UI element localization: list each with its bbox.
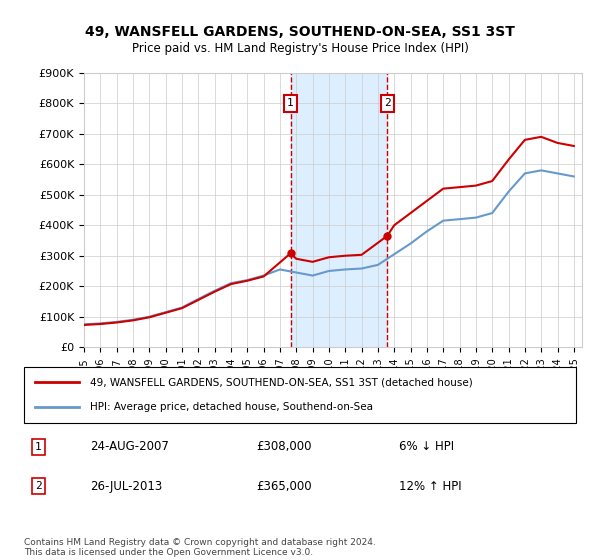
Text: 24-AUG-2007: 24-AUG-2007	[90, 440, 169, 454]
Text: 2: 2	[384, 99, 391, 108]
Text: 12% ↑ HPI: 12% ↑ HPI	[400, 479, 462, 493]
Text: 2: 2	[35, 481, 42, 491]
Text: 26-JUL-2013: 26-JUL-2013	[90, 479, 163, 493]
Text: 1: 1	[287, 99, 294, 108]
Text: £308,000: £308,000	[256, 440, 311, 454]
Bar	[290, 73, 387, 347]
Text: 6% ↓ HPI: 6% ↓ HPI	[400, 440, 454, 454]
Text: Contains HM Land Registry data © Crown copyright and database right 2024.
This d: Contains HM Land Registry data © Crown c…	[24, 538, 376, 557]
Text: £365,000: £365,000	[256, 479, 311, 493]
Text: 49, WANSFELL GARDENS, SOUTHEND-ON-SEA, SS1 3ST: 49, WANSFELL GARDENS, SOUTHEND-ON-SEA, S…	[85, 25, 515, 39]
Text: HPI: Average price, detached house, Southend-on-Sea: HPI: Average price, detached house, Sout…	[90, 402, 373, 412]
Text: 1: 1	[35, 442, 42, 452]
Text: 49, WANSFELL GARDENS, SOUTHEND-ON-SEA, SS1 3ST (detached house): 49, WANSFELL GARDENS, SOUTHEND-ON-SEA, S…	[90, 377, 473, 388]
FancyBboxPatch shape	[24, 367, 576, 423]
Text: Price paid vs. HM Land Registry's House Price Index (HPI): Price paid vs. HM Land Registry's House …	[131, 42, 469, 55]
